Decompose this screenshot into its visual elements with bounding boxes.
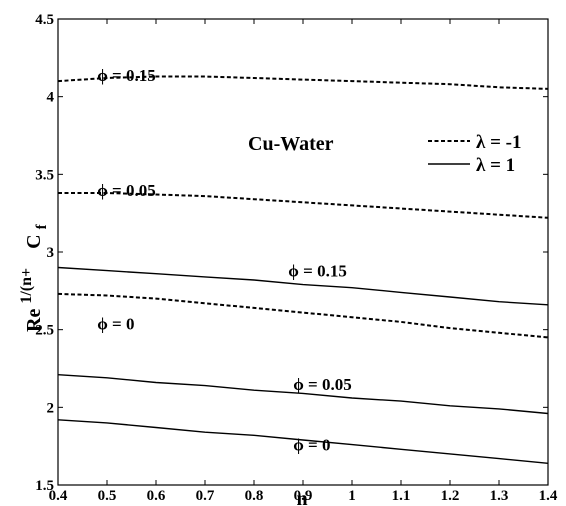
- x-tick-label: 1.2: [441, 488, 460, 504]
- curve-label: ϕ = 0: [293, 436, 330, 455]
- y-axis-label-base: Re: [23, 309, 45, 332]
- ticks: 0.4 0.5 0.6 0.7 0.8 0.9 1 1.1 1.2 1.3 1.4 1.5 2 2.5 3 3…: [35, 12, 558, 504]
- series-line-solid-5: [57, 419, 549, 464]
- x-tick-label: 0.5: [98, 488, 117, 504]
- y-axis-label-exp: 1/(n+: [18, 268, 35, 304]
- y-tick-label: 4.5: [35, 12, 54, 28]
- curve-label: ϕ = 0.05: [97, 181, 156, 200]
- series-line-solid-3: [57, 266, 549, 306]
- y-axis-label: Re 1/(n+ C f: [14, 223, 50, 332]
- series-lines: [57, 75, 549, 464]
- x-tick-label: 0.7: [196, 488, 215, 504]
- curve-label: ϕ = 0.05: [293, 375, 352, 394]
- y-tick-label: 4: [47, 90, 55, 106]
- plot-frame: [57, 18, 549, 486]
- x-tick-label: 1.4: [539, 488, 558, 504]
- x-tick-label: 1: [348, 488, 356, 504]
- legend-label-solid: λ = 1: [476, 155, 515, 176]
- curve-label: ϕ = 0: [97, 314, 134, 333]
- series-line-solid-4: [57, 374, 549, 415]
- y-tick-label: 1.5: [35, 478, 54, 494]
- series-line-dashed-0: [57, 75, 549, 90]
- y-axis-label-sub: f: [34, 223, 50, 229]
- x-tick-label: 0.9: [294, 488, 313, 504]
- x-tick-label: 1.3: [490, 488, 509, 504]
- x-tick-label: 0.8: [245, 488, 264, 504]
- x-tick-label: 0.4: [49, 488, 68, 504]
- legend-label-dashed: λ = -1: [476, 132, 522, 153]
- x-tick-label: 0.6: [147, 488, 166, 504]
- y-tick-label: 2.5: [35, 323, 54, 339]
- y-tick-label: 2: [47, 400, 55, 416]
- x-axis-label: n: [296, 488, 307, 506]
- svg-text:Re 1/(n+ C f: Re 1/(n+ C f: [14, 223, 50, 332]
- curve-label: ϕ = 0.15: [97, 66, 156, 85]
- x-tick-label: 1.1: [392, 488, 411, 504]
- legend: λ = -1 λ = 1: [428, 132, 522, 176]
- series-line-dashed-2: [57, 292, 549, 339]
- y-tick-label: 3.5: [35, 167, 54, 183]
- y-axis-label-cf: C: [23, 234, 45, 248]
- curve-label: ϕ = 0.15: [288, 262, 347, 281]
- y-tick-label: 3: [47, 245, 55, 261]
- series-line-dashed-1: [58, 192, 549, 219]
- curve-labels: ϕ = 0.15 ϕ = 0.05 ϕ = 0.15 ϕ = 0 ϕ = 0.05 ϕ =…: [97, 66, 352, 455]
- annotation-text: Cu-Water: [248, 133, 334, 155]
